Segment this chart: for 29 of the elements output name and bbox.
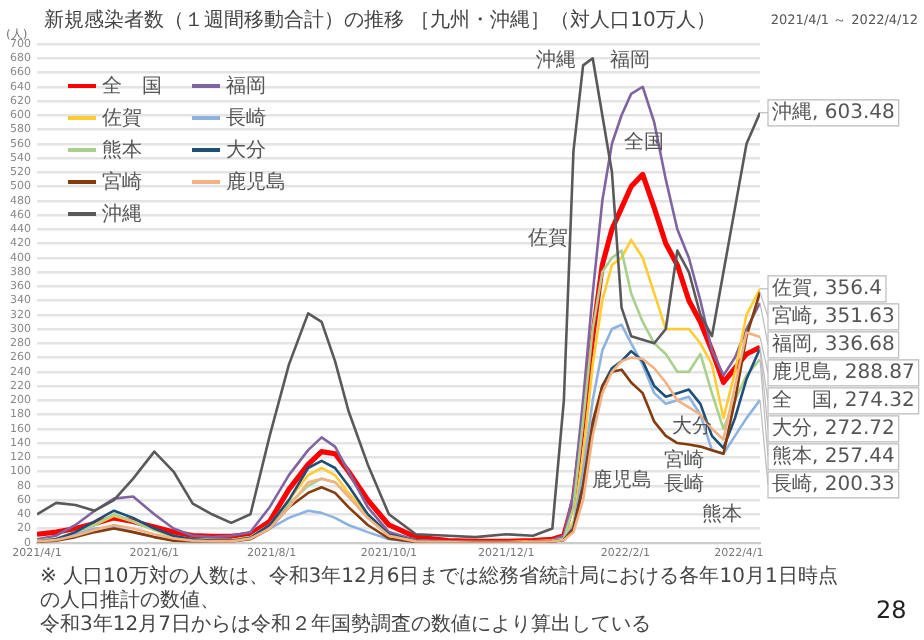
data-label: 佐賀, 356.4	[772, 276, 882, 301]
data-label: 長崎, 200.33	[772, 472, 895, 497]
legend-label: 大分	[226, 137, 266, 164]
legend-label: 福岡	[226, 73, 266, 100]
legend-label: 宮崎	[102, 169, 142, 196]
data-label: 沖縄, 603.48	[772, 99, 895, 124]
legend-label: 佐賀	[102, 106, 142, 132]
legend-label: 全 国	[102, 74, 162, 100]
annotation: 佐賀	[528, 226, 568, 252]
annotation: 沖縄	[536, 47, 576, 74]
legend-label: 沖縄	[102, 201, 142, 228]
data-label: 福岡, 336.68	[772, 332, 895, 357]
data-label: 全 国, 274.32	[772, 388, 915, 413]
annotation: 鹿児島	[592, 467, 652, 494]
legend-label: 長崎	[226, 105, 266, 132]
data-label: 大分, 272.72	[772, 416, 895, 441]
annotation: 宮崎	[664, 447, 704, 473]
data-label: 宮崎, 351.63	[772, 304, 895, 329]
legend-label: 熊本	[102, 137, 142, 164]
data-label: 熊本, 257.44	[772, 444, 895, 469]
text: ※ 人口10万対の人数は、令和3年12月6日までは総務省統計局における各年10月1日時点の人口推計の数値、	[38, 566, 840, 613]
data-label: 鹿児島, 288.87	[772, 360, 915, 385]
annotation: 長崎	[664, 471, 704, 498]
text: 28	[876, 596, 907, 624]
annotation: 熊本	[702, 501, 742, 528]
annotation: 福岡	[610, 47, 650, 74]
chart-title: 新規感染者数（１週間移動合計）の推移 ［九州・沖縄］（対人口10万人）	[44, 7, 716, 34]
legend-label: 鹿児島	[226, 169, 286, 196]
text: 令和3年12月7日からは令和２年国勢調査の数値により算出している	[38, 614, 653, 638]
